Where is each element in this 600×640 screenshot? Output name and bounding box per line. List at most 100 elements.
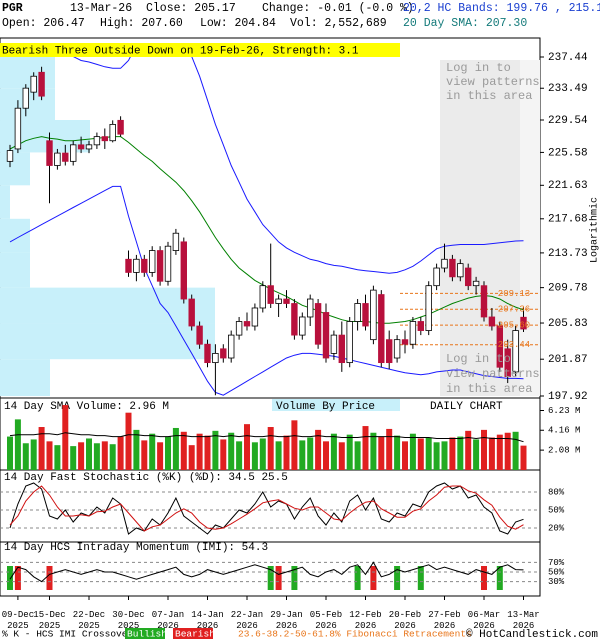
- crossover-bar: [481, 566, 487, 590]
- crossover-bar: [417, 566, 424, 590]
- candle-body: [172, 232, 180, 251]
- volume-bar: [496, 434, 503, 470]
- volume-bar: [386, 428, 393, 470]
- candle-body: [267, 285, 274, 304]
- volume-bar: [267, 427, 274, 470]
- volume-bar: [441, 441, 448, 470]
- fib-label: 209.13: [498, 289, 530, 299]
- candle-body: [117, 119, 124, 135]
- candle-body: [62, 152, 69, 162]
- vbp-label-bg: [272, 399, 400, 411]
- volume-bar: [86, 438, 92, 470]
- volume-bar: [141, 440, 148, 470]
- candle-body: [370, 289, 377, 341]
- volume-bar: [78, 442, 85, 470]
- stochastic-line: [9, 485, 524, 532]
- x-tick-label: 20-Feb 2026: [389, 610, 421, 631]
- volume-bar: [125, 412, 132, 470]
- x-tick-label: 06-Mar 2026: [468, 610, 500, 631]
- y-tick-label: 6.23 M: [548, 406, 580, 416]
- crossover-bar: [275, 566, 282, 590]
- candle-body: [433, 267, 440, 287]
- indicator-line: [73, 57, 524, 274]
- x-tick-label: 27-Feb 2026: [428, 610, 460, 631]
- y-axis-label: Logarithmic: [589, 197, 600, 263]
- volume-bar: [370, 432, 377, 470]
- volume-bar: [228, 432, 235, 470]
- volume-bar: [481, 429, 487, 470]
- price-panel: [6, 57, 540, 396]
- x-tick-label: 22-Dec 2025: [73, 610, 105, 631]
- volume-bar: [109, 444, 116, 470]
- volume-bar: [457, 436, 464, 470]
- volume-bar: [204, 435, 211, 470]
- volume-bar: [504, 432, 511, 470]
- volume-bar: [54, 445, 61, 470]
- volume-bar: [101, 441, 108, 470]
- candle-body: [409, 321, 417, 345]
- volume-bar: [338, 442, 345, 470]
- volume-bar: [425, 437, 432, 470]
- vbp-label: Volume By Price: [276, 401, 375, 413]
- pattern-banner: Bearish Three Outside Down on 19-Feb-26,…: [2, 45, 359, 57]
- volume-bar: [196, 433, 203, 470]
- crossover-bar: [46, 566, 53, 590]
- volume-bar: [433, 442, 440, 470]
- vbp-bar: [0, 185, 10, 219]
- volume-bar: [512, 431, 519, 470]
- vbp-bar: [0, 359, 50, 396]
- chart-label: DAILY CHART: [430, 401, 503, 413]
- volume-bar: [473, 439, 480, 470]
- x-tick-label: 22-Jan 2026: [231, 610, 263, 631]
- y-tick-label: 217.68: [548, 214, 588, 226]
- crossover-bar: [14, 566, 21, 590]
- candle-body: [393, 339, 401, 359]
- stochastic-line: [9, 482, 524, 535]
- login-note: Log in to: [446, 61, 511, 75]
- candle-body: [148, 250, 156, 273]
- candle-body: [212, 353, 219, 364]
- candle-body: [196, 325, 203, 345]
- candle-body: [220, 348, 227, 359]
- volume-bar: [7, 436, 13, 470]
- volume-bar: [488, 437, 495, 470]
- y-tick-label: 229.54: [548, 115, 588, 127]
- volume-bar: [14, 419, 21, 470]
- candle-body: [133, 258, 140, 273]
- legend-bullish-bg: [125, 628, 165, 639]
- volume-bar: [62, 405, 69, 470]
- x-tick-label: 13-Mar 2026: [507, 610, 539, 631]
- volume-bar: [315, 429, 322, 470]
- volume-bar: [188, 445, 195, 470]
- fib-label: 203.44: [498, 340, 530, 350]
- imi-title: 14 Day HCS Intraday Momentum (IMI): 54.3: [4, 542, 268, 554]
- fib-label: 207.36: [498, 305, 530, 315]
- symbol: PGR: [2, 2, 23, 15]
- crossover-bar: [267, 566, 274, 590]
- candle-body: [330, 334, 338, 354]
- volume-bar: [117, 436, 124, 470]
- high: High: 207.60: [100, 17, 183, 30]
- crossover-bar: [394, 566, 401, 590]
- y-tick-label: 233.49: [548, 83, 588, 95]
- volume-bar: [299, 440, 306, 470]
- candle-body: [441, 258, 448, 269]
- volume-sma-line: [9, 432, 524, 443]
- volume-bar: [133, 429, 140, 470]
- candle-body: [346, 321, 353, 364]
- y-tick-label: 50%: [548, 505, 565, 515]
- credit: © HotCandlestick.com: [466, 629, 598, 640]
- crossover-bar: [354, 566, 361, 590]
- vbp-bar: [0, 323, 215, 360]
- volume-bar: [394, 435, 401, 470]
- candle-body: [362, 303, 369, 327]
- login-note: view patterns: [446, 75, 540, 89]
- legend-bearish-bg: [173, 628, 213, 639]
- volume-bar: [378, 436, 385, 470]
- candle-body: [291, 303, 298, 336]
- login-area-edge: [520, 60, 540, 396]
- candle-body: [417, 321, 424, 331]
- volume-bar: [465, 430, 472, 470]
- legend-bearish: Bearish: [175, 629, 215, 640]
